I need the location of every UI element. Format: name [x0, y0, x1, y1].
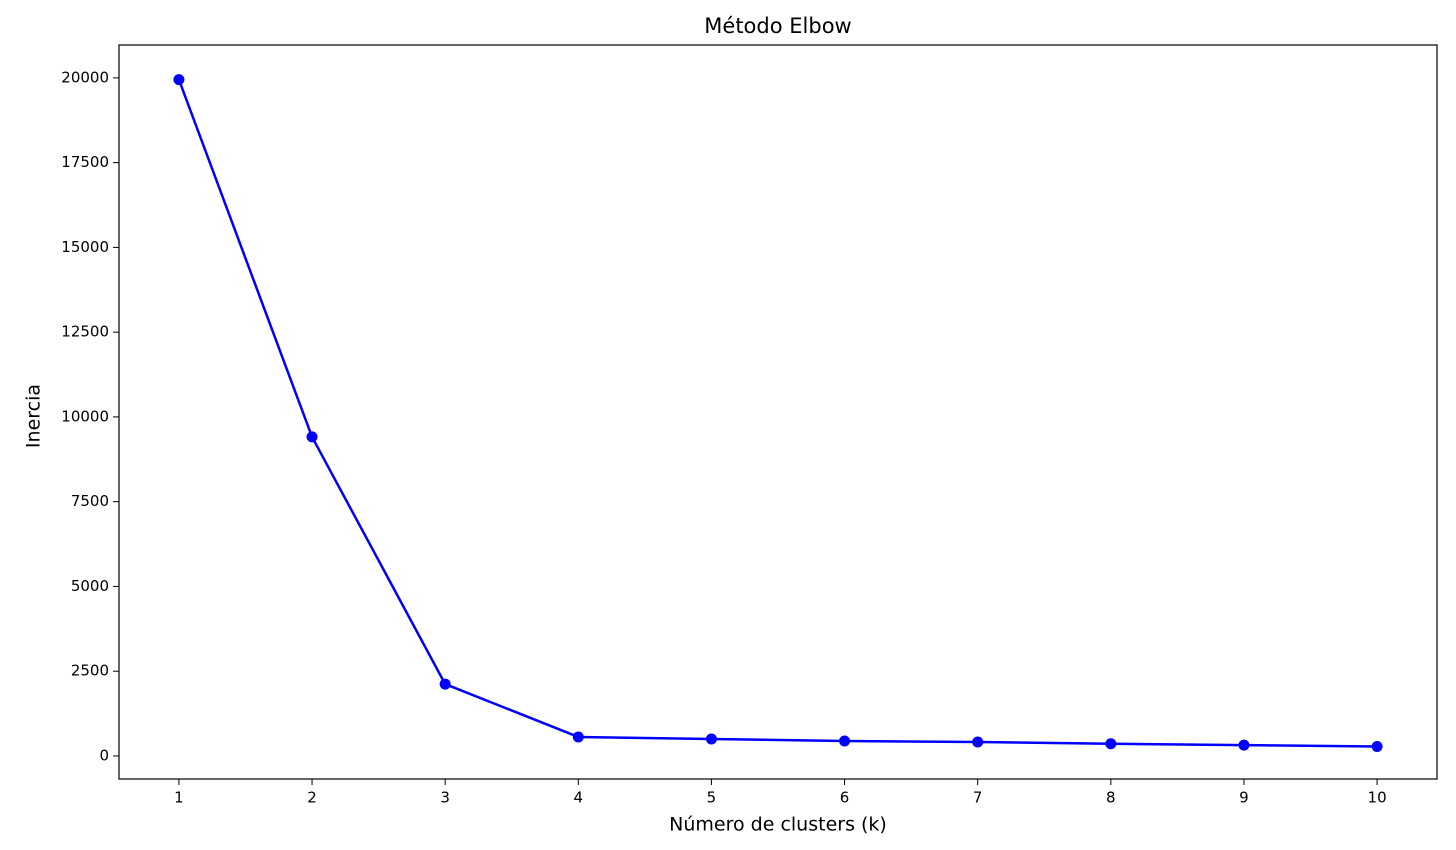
x-tick-label: 8: [1106, 789, 1116, 807]
marker: [572, 731, 584, 743]
x-tick-label: 5: [707, 789, 717, 807]
y-tick-label: 15000: [61, 238, 109, 256]
line: [177, 79, 1378, 748]
x-tick-label: 3: [440, 789, 450, 807]
marker: [306, 431, 318, 443]
x-tick-label: 4: [574, 789, 584, 807]
marker: [173, 74, 185, 86]
y-tick-label: 0: [99, 746, 109, 764]
y-tick-label: 10000: [61, 407, 109, 425]
y-axis-label: Inercia: [23, 384, 45, 448]
y-tick-label: 20000: [61, 68, 109, 86]
plot-frame: [118, 44, 1438, 780]
y-tick-label: 17500: [61, 153, 109, 171]
marker: [972, 736, 984, 748]
x-tick-label: 7: [973, 789, 983, 807]
marker: [1371, 740, 1383, 752]
x-tick-label: 9: [1239, 789, 1249, 807]
y-tick-label: 12500: [61, 323, 109, 341]
y-tick-label: 5000: [71, 577, 109, 595]
x-axis-label: Número de clusters (k): [669, 814, 887, 836]
x-tick-label: 1: [174, 789, 184, 807]
marker: [705, 733, 717, 745]
marker: [839, 735, 851, 747]
x-tick-label: 10: [1368, 789, 1387, 807]
x-tick-label: 6: [840, 789, 850, 807]
marker: [439, 678, 451, 690]
chart-title: Método Elbow: [704, 14, 851, 38]
marker: [1105, 738, 1117, 750]
y-tick-label: 7500: [71, 492, 109, 510]
y-tick-label: 2500: [71, 662, 109, 680]
x-tick-label: 2: [307, 789, 317, 807]
marker: [1238, 739, 1250, 751]
